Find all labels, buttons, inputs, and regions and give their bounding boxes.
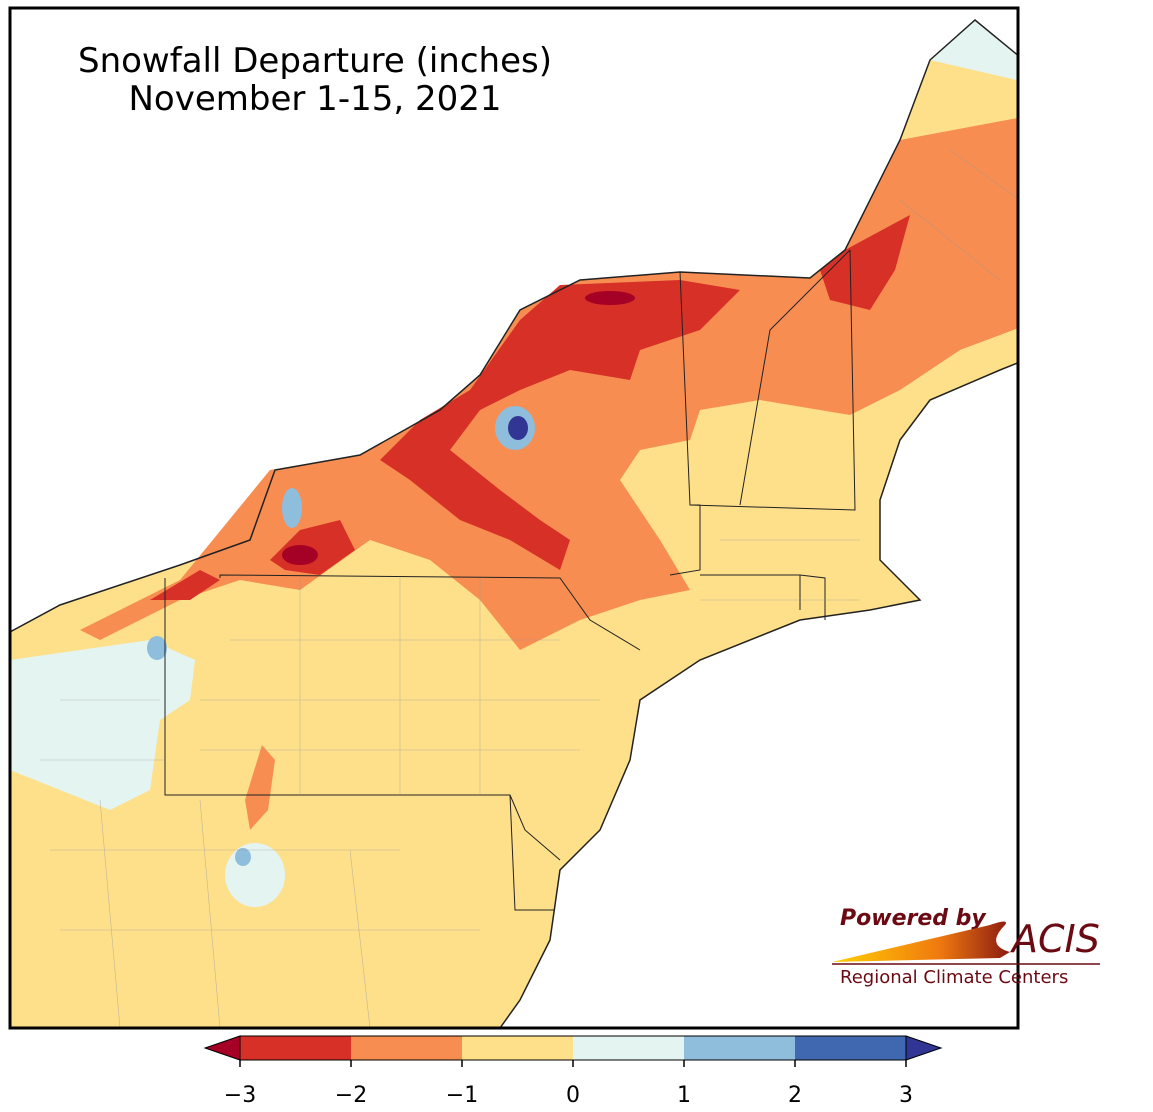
map-subtitle: November 1-15, 2021 [129, 79, 502, 119]
map [10, 8, 1080, 1028]
orange-region [245, 745, 275, 830]
colorbar-tick-label: 3 [899, 1083, 913, 1108]
colorbar-segment [684, 1036, 795, 1060]
dark-blue-region [508, 416, 528, 440]
light-blue-region [10, 640, 195, 810]
map-title: Snowfall Departure (inches) [78, 41, 552, 81]
county-lines [40, 149, 1018, 1028]
map-frame [8, 6, 1020, 1030]
land-outline [10, 19, 1018, 1028]
acis-logo: Powered by ACIS Regional Climate Centers [832, 906, 1100, 988]
colorbar-segment [351, 1036, 462, 1060]
colorbar-tick-label: 0 [566, 1083, 580, 1108]
state-borders [164, 249, 856, 911]
colorbar-tick-label: 1 [677, 1083, 691, 1108]
blue-region [235, 848, 251, 866]
colorbar-tick-label: −3 [224, 1083, 256, 1108]
logo-powered-by: Powered by [840, 906, 987, 931]
red-region [1030, 200, 1080, 330]
red-region [820, 215, 910, 310]
orange-region [80, 117, 1018, 650]
blue-region [147, 636, 167, 660]
colorbar-segment [795, 1036, 906, 1060]
colorbar-segment [462, 1036, 573, 1060]
colorbar-over [905, 1035, 943, 1061]
logo-name: ACIS [1009, 917, 1100, 961]
logo-swoosh [832, 921, 1010, 962]
colorbar-segment [240, 1036, 351, 1060]
red-region [150, 570, 220, 600]
colorbar-segment [573, 1036, 684, 1060]
colorbar: −3 −2 −1 0 1 2 3 [203, 1035, 943, 1108]
dark-red-region [282, 545, 318, 565]
logo-tagline: Regional Climate Centers [840, 967, 1068, 988]
colorbar-tick-label: 2 [788, 1083, 802, 1108]
colorbar-under [203, 1035, 241, 1061]
colorbar-tick-label: −1 [446, 1083, 478, 1108]
blue-region [282, 488, 302, 528]
colorbar-tick-label: −2 [335, 1083, 367, 1108]
light-blue-region [930, 20, 1018, 81]
light-blue-region [225, 843, 285, 907]
red-region [380, 280, 740, 570]
dark-red-region [585, 291, 635, 305]
